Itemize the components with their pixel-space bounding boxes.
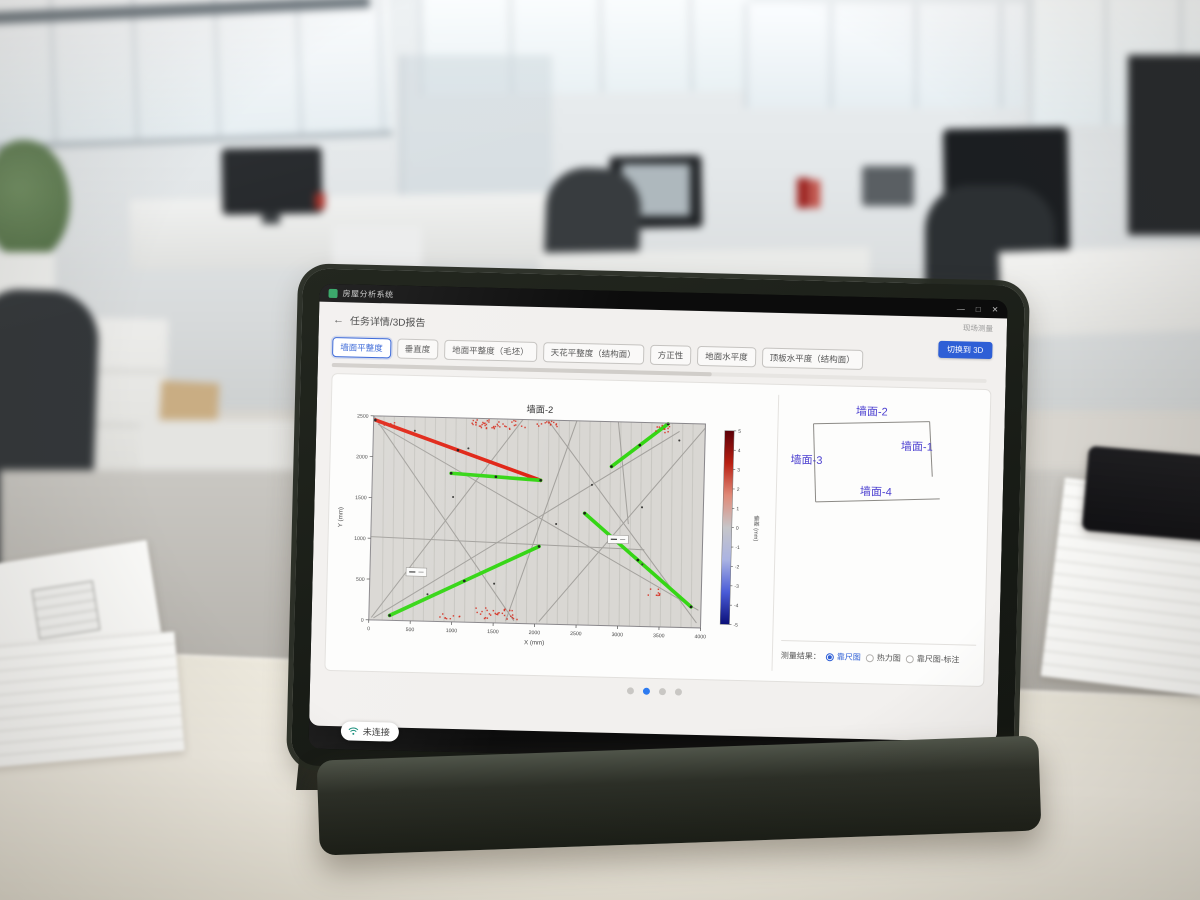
red-binder [811, 180, 820, 208]
svg-text:-4: -4 [734, 603, 739, 609]
plan-label-wall-3[interactable]: 墙面-3 [790, 452, 822, 467]
svg-text:X (mm): X (mm) [524, 639, 544, 646]
svg-text:Y (mm): Y (mm) [337, 507, 344, 527]
tab-roof-level[interactable]: 顶板水平度（结构面） [761, 347, 863, 370]
chart-area: 墙面-2 0 500 1000 1500 2000 2500 3000 3500 4000 X (m… [325, 374, 778, 681]
connection-status-pill[interactable]: 未连接 [340, 721, 400, 742]
floor-plan: 墙面-2 墙面-1 墙面-3 墙面-4 [790, 404, 940, 503]
tablet-screen: 房屋分析系统 — □ ✕ 现场测量 ← 任务详情/3D报告 切换到 3D 墙面平… [308, 283, 1008, 766]
radio-icon [865, 653, 874, 662]
svg-text:1: 1 [736, 506, 739, 512]
plan-label-wall-4[interactable]: 墙面-4 [859, 484, 891, 499]
connection-status-text: 未连接 [362, 726, 391, 738]
svg-text:-5: -5 [733, 622, 738, 628]
monitor-stand [262, 214, 280, 224]
svg-text:4: 4 [738, 448, 741, 454]
red-binder [797, 178, 810, 208]
radio-ruler-chart[interactable]: 靠尺图 [825, 651, 861, 663]
plant [0, 140, 70, 260]
svg-text:2: 2 [737, 487, 740, 493]
svg-text:0: 0 [736, 526, 739, 532]
radio-icon [825, 652, 834, 661]
svg-text:-1: -1 [735, 545, 740, 551]
tablet-device: 房屋分析系统 — □ ✕ 现场测量 ← 任务详情/3D报告 切换到 3D 墙面平… [291, 268, 1025, 783]
pagination-dot[interactable] [674, 688, 682, 696]
switch-3d-button[interactable]: 切换到 3D [937, 340, 993, 360]
svg-text:3000: 3000 [612, 632, 624, 638]
app-window: 现场测量 ← 任务详情/3D报告 切换到 3D 墙面平整度 垂直度 地面平整度（… [309, 301, 1008, 743]
tab-floor-flatness[interactable]: 地面平整度（毛坯） [444, 339, 537, 362]
svg-text:墙面-2: 墙面-2 [526, 403, 553, 415]
plan-label-wall-2[interactable]: 墙面-2 [855, 404, 887, 419]
svg-text:-2: -2 [735, 564, 740, 570]
app-icon [328, 288, 338, 298]
results-label: 测量结果： [780, 651, 821, 662]
plan-wall-bottom [815, 498, 940, 503]
notebook [1081, 445, 1200, 544]
svg-text:2000: 2000 [529, 630, 541, 636]
svg-text:2000: 2000 [356, 454, 368, 460]
corner-action-link[interactable]: 现场测量 [962, 323, 994, 334]
tab-squareness[interactable]: 方正性 [649, 344, 692, 366]
printer [332, 226, 422, 270]
svg-text:4000: 4000 [694, 634, 706, 640]
app-title: 房屋分析系统 [342, 288, 394, 299]
maximize-button[interactable]: □ [975, 304, 981, 314]
svg-text:3: 3 [737, 468, 740, 474]
plan-label-wall-1[interactable]: 墙面-1 [900, 439, 932, 454]
page-title: 任务详情/3D报告 [349, 316, 426, 330]
svg-text:0: 0 [367, 626, 370, 632]
back-button[interactable]: ← [332, 313, 345, 326]
svg-text:500: 500 [406, 627, 415, 633]
office-window [745, 3, 1025, 108]
plan-wall-right [928, 421, 933, 477]
close-button[interactable]: ✕ [991, 304, 999, 314]
wall-selector-panel: 墙面-2 墙面-1 墙面-3 墙面-4 测量结果： 靠尺图 [772, 385, 990, 686]
pagination-dot[interactable] [658, 688, 666, 696]
report-card: 墙面-2 0 500 1000 1500 2000 2500 3000 3500 4000 X (m… [324, 372, 992, 688]
svg-text:偏差 (mm): 偏差 (mm) [752, 515, 761, 541]
tab-verticality[interactable]: 垂直度 [396, 338, 439, 360]
tab-ceiling-flatness[interactable]: 天花平整度（结构面） [542, 342, 644, 365]
pagination-dot[interactable] [626, 687, 634, 695]
red-binder [315, 193, 325, 209]
radio-icon [905, 654, 914, 663]
svg-text:1500: 1500 [487, 629, 499, 635]
tab-floor-level[interactable]: 地面水平度 [696, 345, 756, 368]
tab-wall-flatness[interactable]: 墙面平整度 [332, 336, 392, 359]
plan-wall-left [812, 423, 816, 502]
pagination-dot-active[interactable] [642, 687, 650, 695]
radio-heatmap[interactable]: 热力图 [865, 652, 901, 664]
svg-text:2500: 2500 [570, 631, 582, 637]
svg-text:500: 500 [356, 577, 365, 583]
svg-text:3500: 3500 [653, 633, 665, 639]
wifi-icon [348, 727, 359, 735]
result-type-selector: 测量结果： 靠尺图 热力图 靠尺图-标注 [781, 650, 976, 666]
svg-text:2500: 2500 [357, 414, 369, 420]
minimize-button[interactable]: — [956, 303, 965, 313]
svg-text:5: 5 [738, 429, 741, 435]
plan-wall-top [813, 421, 930, 425]
desk-papers [0, 631, 185, 769]
small-monitor [862, 166, 914, 206]
svg-text:0: 0 [361, 618, 364, 624]
svg-text:-3: -3 [734, 584, 739, 590]
svg-text:1000: 1000 [446, 628, 458, 634]
desk-monitor [1128, 55, 1200, 235]
svg-text:1000: 1000 [354, 536, 366, 542]
paper-diagram [31, 580, 101, 640]
svg-text:1500: 1500 [355, 495, 367, 501]
radio-ruler-annotated[interactable]: 靠尺图-标注 [905, 653, 960, 665]
